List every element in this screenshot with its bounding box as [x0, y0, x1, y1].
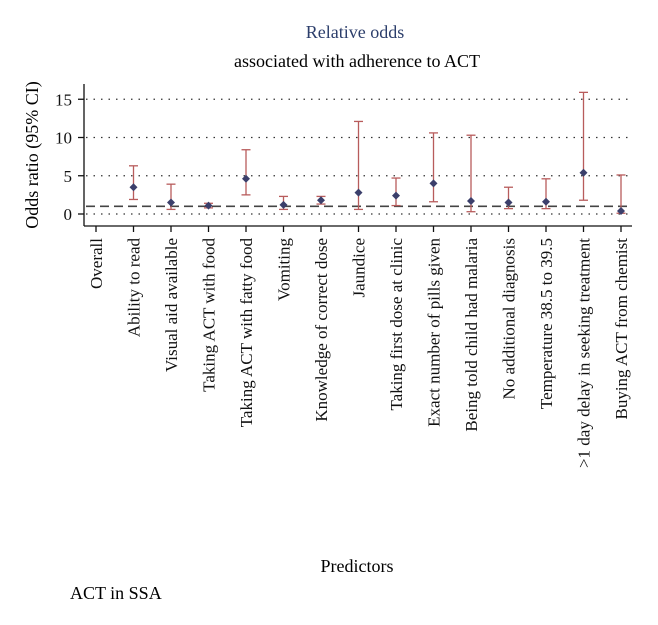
- x-tick-label: Taking ACT with fatty food: [237, 238, 256, 428]
- x-tick-label: Taking first dose at clinic: [387, 238, 406, 411]
- x-tick-label: Exact number of pills given: [425, 238, 444, 427]
- odds-ratio-point: [429, 179, 438, 188]
- odds-ratio-point: [392, 191, 400, 200]
- footer-note: ACT in SSA: [70, 583, 162, 603]
- y-tick-label: 0: [64, 205, 73, 224]
- odds-ratio-point: [617, 206, 625, 215]
- odds-ratio-point: [129, 183, 138, 192]
- x-tick-label: Overall: [87, 238, 106, 289]
- x-tick-label: Vomiting: [275, 238, 294, 301]
- chart-title: Relative odds: [306, 22, 404, 42]
- x-tick-label: Jaundice: [350, 238, 369, 297]
- x-tick-label: Buying ACT from chemist: [612, 238, 631, 420]
- x-tick-label: Knowledge of correct dose: [312, 238, 331, 422]
- x-axis-label: Predictors: [321, 556, 394, 576]
- odds-ratio-point: [167, 198, 175, 207]
- x-tick-label: Temperature 38.5 to 39.5: [537, 238, 556, 409]
- y-tick-label: 5: [64, 167, 73, 186]
- x-tick-label: Visual aid available: [162, 238, 181, 372]
- x-tick-label: No additional diagnosis: [500, 238, 519, 399]
- chart-subtitle: associated with adherence to ACT: [234, 51, 480, 71]
- x-tick-label: Being told child had malaria: [462, 238, 481, 432]
- y-tick-label: 15: [55, 90, 72, 109]
- odds-ratio-point: [579, 168, 588, 177]
- odds-ratio-point: [504, 198, 513, 207]
- y-axis-label: Odds ratio (95% CI): [22, 81, 43, 228]
- plot-area: 0 5 10 15 Overall Ability to read Visual aid a…: [55, 84, 632, 468]
- odds-ratio-point: [542, 197, 550, 206]
- odds-ratio-point: [317, 196, 325, 205]
- odds-ratio-point: [467, 196, 475, 205]
- odds-ratio-point: [354, 188, 363, 197]
- x-tick-label: Ability to read: [125, 238, 144, 338]
- odds-ratio-point: [279, 200, 288, 209]
- x-tick-label: >1 day delay in seeking treatment: [575, 238, 594, 468]
- odds-ratio-point: [204, 201, 213, 210]
- odds-ratio-point: [242, 174, 250, 183]
- y-tick-label: 10: [55, 129, 72, 148]
- x-tick-label: Taking ACT with food: [200, 238, 219, 392]
